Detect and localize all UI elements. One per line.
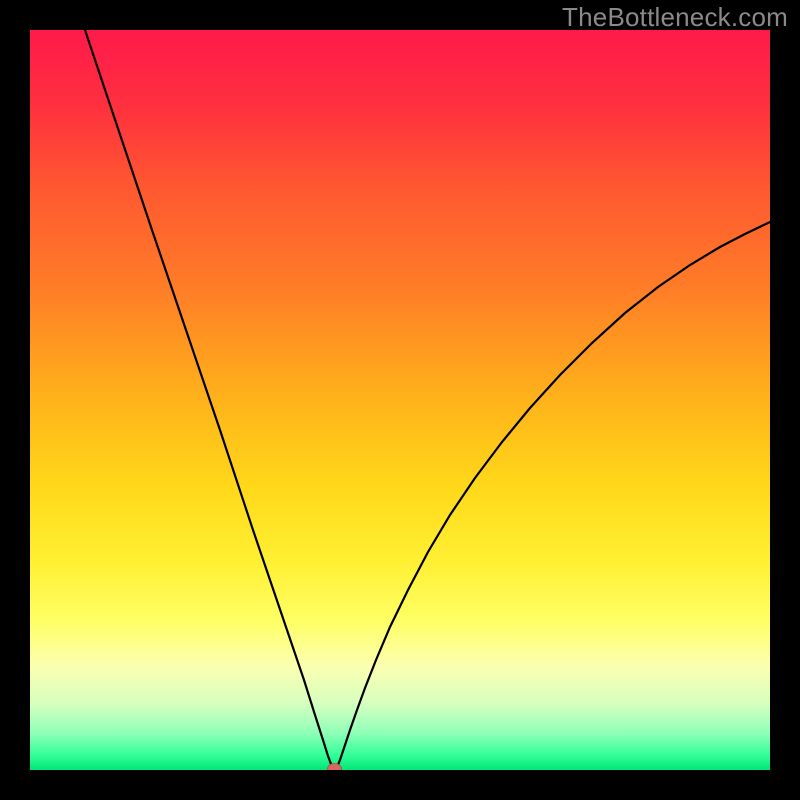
chart-frame: TheBottleneck.com (0, 0, 800, 800)
chart-svg (0, 0, 800, 800)
watermark-text: TheBottleneck.com (562, 2, 788, 33)
gradient-background (30, 30, 770, 770)
minimum-marker (328, 764, 342, 775)
